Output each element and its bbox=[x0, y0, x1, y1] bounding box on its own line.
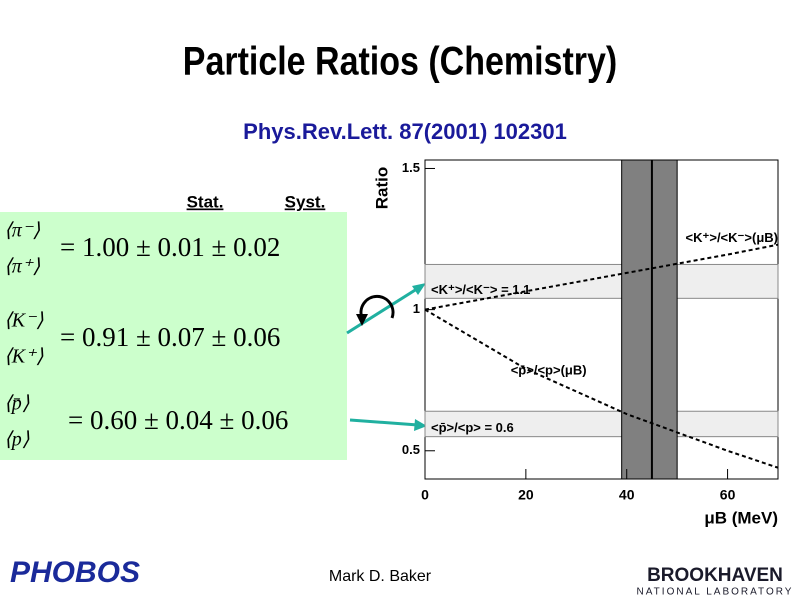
author: Mark D. Baker bbox=[329, 568, 432, 585]
vband bbox=[621, 159, 678, 480]
left-logo: PHOBOS bbox=[10, 556, 140, 589]
arrow-head bbox=[414, 419, 427, 431]
right-logo-sub: NATIONAL LABORATORY bbox=[637, 587, 794, 598]
denominator: ⟨K⁺⟩ bbox=[4, 346, 44, 368]
numerator: ⟨π⁻⟩ bbox=[4, 220, 40, 242]
arrow bbox=[346, 285, 421, 335]
numerator: ⟨p̄⟩ bbox=[4, 393, 30, 415]
y-tick-label: 1 bbox=[413, 301, 420, 316]
band-label: <p̄>/<p> = 0.6 bbox=[431, 420, 514, 435]
series-line bbox=[424, 308, 779, 469]
slide-title: Particle Ratios (Chemistry) bbox=[183, 38, 617, 83]
arrow bbox=[349, 418, 419, 427]
x-tick-label: 60 bbox=[720, 487, 736, 503]
x-tick-label: 0 bbox=[421, 487, 429, 503]
arrow-head bbox=[412, 283, 426, 295]
denominator: ⟨p⟩ bbox=[4, 429, 30, 451]
plot: <K⁺>/<K⁻> = 1.1 <p̄>/<p> = 0.6 <K⁺>/<K⁻>(μ… bbox=[372, 159, 779, 527]
x-tick-label: 20 bbox=[518, 487, 534, 503]
y-tick-label: 0.5 bbox=[402, 442, 420, 457]
curved-arrow-head bbox=[356, 314, 368, 326]
equation-box bbox=[0, 212, 347, 460]
y-axis-label: Ratio bbox=[372, 167, 391, 210]
band-label: <K⁺>/<K⁻> = 1.1 bbox=[431, 282, 530, 297]
curved-arrow bbox=[359, 295, 395, 319]
numerator: ⟨K⁻⟩ bbox=[4, 310, 44, 332]
stat-label: Stat. bbox=[187, 192, 224, 211]
subtitle: Phys.Rev.Lett. 87(2001) 102301 bbox=[243, 119, 567, 144]
band bbox=[424, 410, 779, 438]
right-logo: BROOKHAVEN bbox=[647, 565, 783, 586]
equation: = 1.00 ± 0.01 ± 0.02 bbox=[60, 232, 280, 262]
series-label: <p̄>/<p>(μB) bbox=[511, 362, 587, 377]
equations: ⟨π⁻⟩ ⟨π⁺⟩ = 1.00 ± 0.01 ± 0.02 ⟨K⁻⟩ ⟨K⁺⟩ = 0.… bbox=[4, 220, 288, 451]
equation: = 0.60 ± 0.04 ± 0.06 bbox=[68, 405, 288, 435]
band bbox=[424, 263, 779, 299]
syst-label: Syst. bbox=[285, 192, 326, 211]
series-line bbox=[424, 243, 779, 311]
series-label: <K⁺>/<K⁻>(μB) bbox=[686, 230, 778, 245]
denominator: ⟨π⁺⟩ bbox=[4, 256, 40, 278]
x-tick-label: 40 bbox=[619, 487, 635, 503]
x-axis-label: μB (MeV) bbox=[704, 508, 778, 527]
equation: = 0.91 ± 0.07 ± 0.06 bbox=[60, 322, 280, 352]
y-tick-label: 1.5 bbox=[402, 160, 420, 175]
